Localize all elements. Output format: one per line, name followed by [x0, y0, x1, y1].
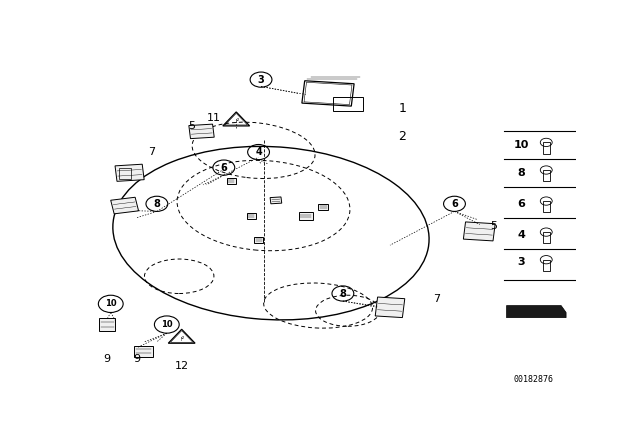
Bar [304, 82, 352, 104]
Text: !²: !² [179, 336, 184, 341]
Bar [270, 197, 282, 204]
Bar [115, 164, 144, 181]
Text: 4: 4 [518, 230, 525, 240]
Text: 8: 8 [518, 168, 525, 178]
Text: 00182876: 00182876 [514, 375, 554, 384]
Text: 10: 10 [514, 140, 529, 150]
Bar [333, 97, 363, 111]
Text: 2: 2 [399, 130, 406, 143]
Text: 8: 8 [154, 199, 160, 209]
Bar [99, 318, 115, 331]
Bar [375, 297, 404, 318]
Bar [543, 201, 550, 212]
Text: 10: 10 [105, 299, 116, 308]
Bar [111, 197, 139, 214]
Bar [118, 168, 131, 179]
Text: 3: 3 [518, 258, 525, 267]
Text: 3: 3 [258, 75, 264, 85]
Bar [302, 81, 354, 106]
Text: 5: 5 [188, 121, 195, 131]
Polygon shape [507, 306, 566, 318]
Text: !²: !² [234, 119, 239, 124]
Text: 1: 1 [399, 103, 406, 116]
Bar [543, 170, 550, 181]
Bar [463, 222, 495, 241]
Bar [299, 212, 312, 220]
Bar [246, 213, 255, 219]
Bar [543, 232, 550, 244]
Text: 4: 4 [255, 147, 262, 157]
Bar [189, 124, 214, 138]
Bar [134, 345, 153, 357]
Text: 12: 12 [175, 361, 189, 371]
Text: 11: 11 [207, 112, 221, 123]
Text: 6: 6 [451, 199, 458, 209]
Text: 9: 9 [134, 354, 141, 364]
Text: 7: 7 [148, 147, 156, 157]
Bar [318, 204, 328, 211]
Text: 9: 9 [104, 354, 111, 364]
Text: 6: 6 [220, 163, 227, 172]
Text: 5: 5 [491, 221, 498, 231]
Bar [543, 142, 550, 154]
Text: 6: 6 [518, 199, 525, 209]
Bar [543, 260, 550, 271]
Bar [254, 237, 263, 243]
Text: 8: 8 [339, 289, 346, 298]
Text: 10: 10 [161, 320, 173, 329]
Bar [227, 178, 236, 185]
Text: 7: 7 [433, 294, 441, 304]
